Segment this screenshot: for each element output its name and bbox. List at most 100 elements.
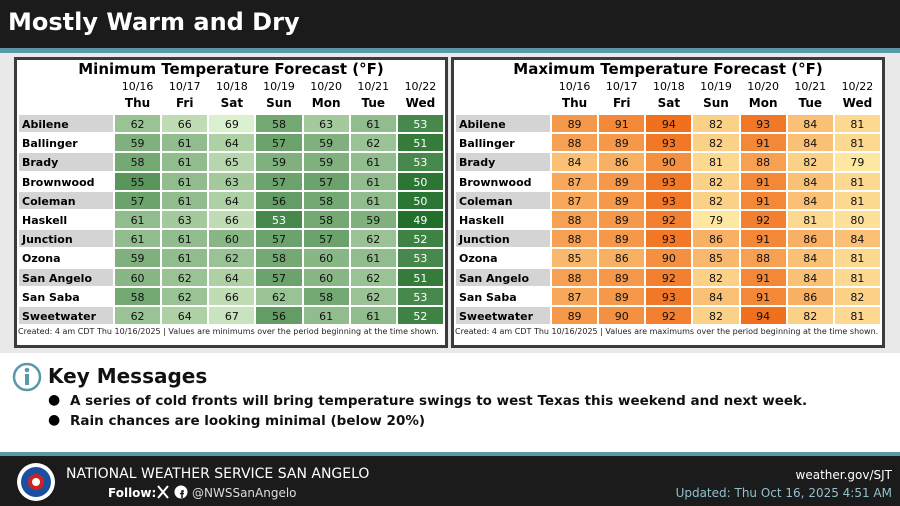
temp-cell: 56 xyxy=(255,190,303,210)
temp-cell: 60 xyxy=(302,267,350,287)
temp-cell: 58 xyxy=(114,286,162,306)
temp-cell: 85 xyxy=(692,248,740,268)
temp-cell: 88 xyxy=(551,210,599,230)
temp-cell: 61 xyxy=(349,114,397,134)
temp-cell: 82 xyxy=(692,133,740,153)
footer-rule xyxy=(0,452,900,456)
temp-cell: 87 xyxy=(551,171,599,191)
temp-cell: 85 xyxy=(551,248,599,268)
temp-cell: 94 xyxy=(645,114,693,134)
temp-cell: 84 xyxy=(786,267,834,287)
temp-cell: 64 xyxy=(161,306,209,326)
temp-cell: 88 xyxy=(739,248,787,268)
temp-cell: 61 xyxy=(349,306,397,326)
temp-cell: 62 xyxy=(114,306,162,326)
city-label: San Angelo xyxy=(18,267,114,287)
day-header: Tue xyxy=(798,96,823,110)
city-label: Ballinger xyxy=(18,133,114,153)
temp-cell: 91 xyxy=(739,286,787,306)
bullet-dot: ● xyxy=(48,392,61,408)
temp-cell: 53 xyxy=(396,114,444,134)
temp-cell: 82 xyxy=(692,114,740,134)
temp-cell: 89 xyxy=(598,190,646,210)
temp-cell: 91 xyxy=(598,114,646,134)
temp-cell: 63 xyxy=(161,210,209,230)
temp-cell: 64 xyxy=(208,267,256,287)
table-title: Minimum Temperature Forecast (°F) xyxy=(78,60,384,78)
temp-cell: 82 xyxy=(692,306,740,326)
city-label: Coleman xyxy=(455,190,551,210)
temp-cell: 62 xyxy=(255,286,303,306)
city-label: Sweetwater xyxy=(455,306,551,326)
temp-cell: 81 xyxy=(786,210,834,230)
temp-cell: 65 xyxy=(208,152,256,172)
temp-cell: 92 xyxy=(645,267,693,287)
city-label: Brownwood xyxy=(455,171,551,191)
temp-cell: 57 xyxy=(302,229,350,249)
temp-cell: 91 xyxy=(739,229,787,249)
temp-cell: 50 xyxy=(396,190,444,210)
temp-cell: 49 xyxy=(396,210,444,230)
temp-cell: 81 xyxy=(833,133,881,153)
bullet-text: Rain chances are looking minimal (below … xyxy=(70,413,426,429)
temp-cell: 93 xyxy=(645,286,693,306)
temp-cell: 89 xyxy=(598,267,646,287)
date-header: 10/16 xyxy=(558,80,591,93)
temp-cell: 84 xyxy=(786,133,834,153)
temp-cell: 52 xyxy=(396,306,444,326)
date-header: 10/22 xyxy=(404,80,437,93)
temp-cell: 81 xyxy=(833,267,881,287)
temp-cell: 61 xyxy=(114,210,162,230)
temp-cell: 82 xyxy=(692,190,740,210)
temp-cell: 58 xyxy=(255,114,303,134)
temp-cell: 90 xyxy=(645,152,693,172)
day-header: Tue xyxy=(361,96,386,110)
date-header: 10/20 xyxy=(747,80,779,93)
date-header: 10/18 xyxy=(216,80,248,93)
temp-cell: 60 xyxy=(114,267,162,287)
temp-cell: 92 xyxy=(645,306,693,326)
temp-cell: 61 xyxy=(349,248,397,268)
temp-cell: 81 xyxy=(833,306,881,326)
temp-cell: 91 xyxy=(739,171,787,191)
city-label: Haskell xyxy=(455,210,551,230)
temp-cell: 61 xyxy=(161,229,209,249)
temp-cell: 61 xyxy=(349,171,397,191)
date-header: 10/21 xyxy=(794,80,827,93)
day-header: Sat xyxy=(657,96,681,110)
temp-cell: 63 xyxy=(302,114,350,134)
social-handle[interactable]: @NWSSanAngelo xyxy=(192,486,297,500)
temp-cell: 81 xyxy=(833,171,881,191)
city-label: Sweetwater xyxy=(18,306,114,326)
temp-cell: 82 xyxy=(786,306,834,326)
city-label: Ballinger xyxy=(455,133,551,153)
temp-cell: 53 xyxy=(396,152,444,172)
temp-cell: 81 xyxy=(833,114,881,134)
temp-cell: 84 xyxy=(833,229,881,249)
day-header: Sun xyxy=(703,96,729,110)
temp-cell: 89 xyxy=(598,210,646,230)
temp-cell: 88 xyxy=(739,152,787,172)
day-header: Sun xyxy=(266,96,292,110)
temp-cell: 89 xyxy=(598,229,646,249)
key-messages-title: Key Messages xyxy=(48,364,208,388)
temp-cell: 61 xyxy=(161,152,209,172)
temp-cell: 81 xyxy=(833,190,881,210)
temp-cell: 59 xyxy=(302,133,350,153)
table-footnote: Created: 4 am CDT Thu 10/16/2025 | Value… xyxy=(18,327,439,336)
temp-cell: 50 xyxy=(396,171,444,191)
temp-cell: 58 xyxy=(114,152,162,172)
temp-cell: 62 xyxy=(161,267,209,287)
day-header: Sat xyxy=(220,96,244,110)
temp-cell: 53 xyxy=(396,248,444,268)
nws-logo xyxy=(17,463,55,501)
temp-cell: 59 xyxy=(255,152,303,172)
temp-cell: 58 xyxy=(255,248,303,268)
updated-time: Updated: Thu Oct 16, 2025 4:51 AM xyxy=(675,486,892,500)
website[interactable]: weather.gov/SJT xyxy=(795,468,892,482)
temp-cell: 84 xyxy=(551,152,599,172)
city-label: Abilene xyxy=(455,114,551,134)
social-icons xyxy=(157,485,188,499)
temp-cell: 53 xyxy=(396,286,444,306)
